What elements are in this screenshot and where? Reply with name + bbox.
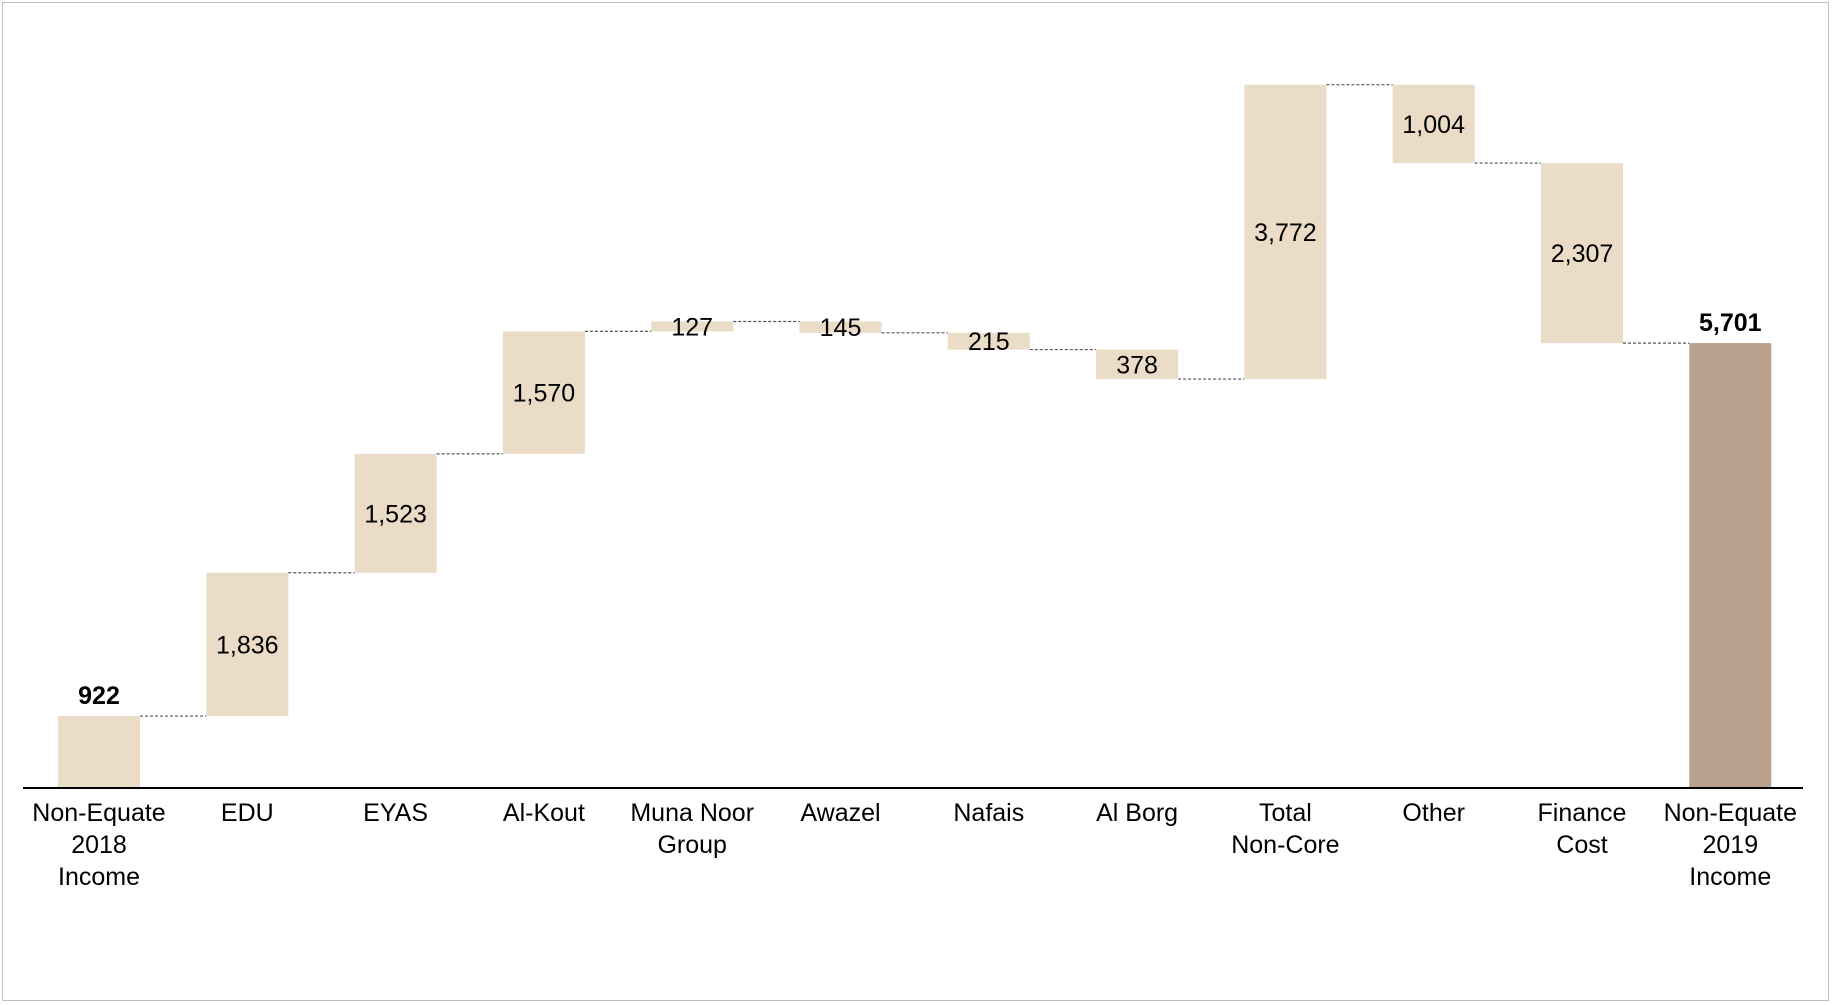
bar [58,716,140,788]
data-label: 378 [1116,351,1158,379]
bar [1689,343,1772,788]
waterfall-chart: 922 1,836 1,523 1,570 127 145 215 378 3,772 1,004… [23,84,1803,891]
category-label: Awazel [800,799,880,827]
bar [799,321,882,333]
data-label: 5,701 [1699,309,1762,337]
category-label: Non-Equate 2018 Income [32,799,165,891]
data-label: 127 [671,313,713,341]
data-label: 2,307 [1551,240,1614,268]
data-label: 215 [968,328,1010,356]
category-label: Al-Kout [503,799,585,827]
data-label: 1,004 [1402,111,1465,139]
data-label: 922 [78,682,120,710]
data-label: 3,772 [1254,219,1317,247]
category-label: Non-Equate 2019 Income [1664,799,1797,891]
category-label: Al Borg [1096,799,1178,827]
bar [651,321,734,332]
category-label: EDU [221,799,274,827]
bar [206,572,289,717]
category-label: Nafais [953,799,1024,827]
bar [354,453,437,573]
bar [502,331,585,454]
category-label: Total Non-Core [1231,799,1339,859]
category-label: Other [1402,799,1465,827]
category-label: Muna Noor Group [630,799,754,859]
bar [1244,84,1327,380]
bar [947,332,1030,350]
category-label: Finance Cost [1538,799,1627,859]
data-label: 145 [820,314,862,342]
data-label: 1,523 [364,500,427,528]
data-label: 1,836 [216,631,279,659]
bar [1096,349,1179,380]
bar [1392,84,1475,164]
category-label: EYAS [363,799,428,827]
data-label: 1,570 [513,380,576,408]
bar [1541,163,1623,344]
